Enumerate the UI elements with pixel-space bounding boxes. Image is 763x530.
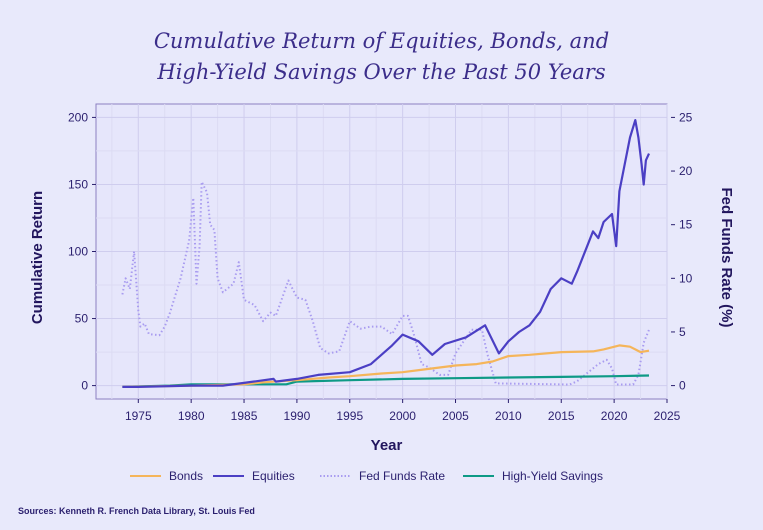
- x-tick-label: 1980: [178, 409, 205, 423]
- series-line-high-yield-savings: [122, 374, 650, 388]
- x-tick-label: 1975: [125, 409, 152, 423]
- y2-axis-label: Fed Funds Rate (%): [718, 187, 735, 327]
- y2-tick-label: 20: [679, 164, 693, 178]
- x-tick-label: 2025: [654, 409, 681, 423]
- y-tick-label: 100: [68, 245, 88, 259]
- legend-label: Equities: [252, 469, 295, 483]
- x-tick-label: 1990: [284, 409, 311, 423]
- y-axis-label: Cumulative Return: [29, 191, 46, 324]
- y-tick-label: 200: [68, 110, 88, 124]
- x-tick-label: 2015: [548, 409, 575, 423]
- legend-label: High-Yield Savings: [502, 469, 603, 483]
- chart-title: Cumulative Return of Equities, Bonds, an…: [0, 26, 763, 88]
- x-tick-label: 1985: [231, 409, 258, 423]
- x-tick-label: 2005: [442, 409, 469, 423]
- y-tick-label: 50: [75, 312, 89, 326]
- y2-tick-label: 0: [679, 379, 686, 393]
- chart-title-line-2: High-Yield Savings Over the Past 50 Year…: [157, 60, 606, 84]
- x-tick-label: 2010: [495, 409, 522, 423]
- x-tick-label: 2020: [601, 409, 628, 423]
- chart-title-line-1: Cumulative Return of Equities, Bonds, an…: [153, 29, 610, 53]
- y2-tick-label: 25: [679, 110, 693, 124]
- y2-tick-label: 15: [679, 218, 693, 232]
- x-tick-label: 2000: [389, 409, 416, 423]
- y2-tick-label: 10: [679, 271, 693, 285]
- x-tick-label: 1995: [336, 409, 363, 423]
- y2-tick-label: 5: [679, 325, 686, 339]
- series-line-equities: [122, 119, 650, 388]
- source-note: Sources: Kenneth R. French Data Library,…: [18, 506, 255, 516]
- legend-label: Fed Funds Rate: [359, 469, 445, 483]
- x-axis-label: Year: [371, 437, 403, 454]
- legend-label: Bonds: [169, 469, 203, 483]
- y-tick-label: 0: [81, 379, 88, 393]
- y-tick-label: 150: [68, 177, 88, 191]
